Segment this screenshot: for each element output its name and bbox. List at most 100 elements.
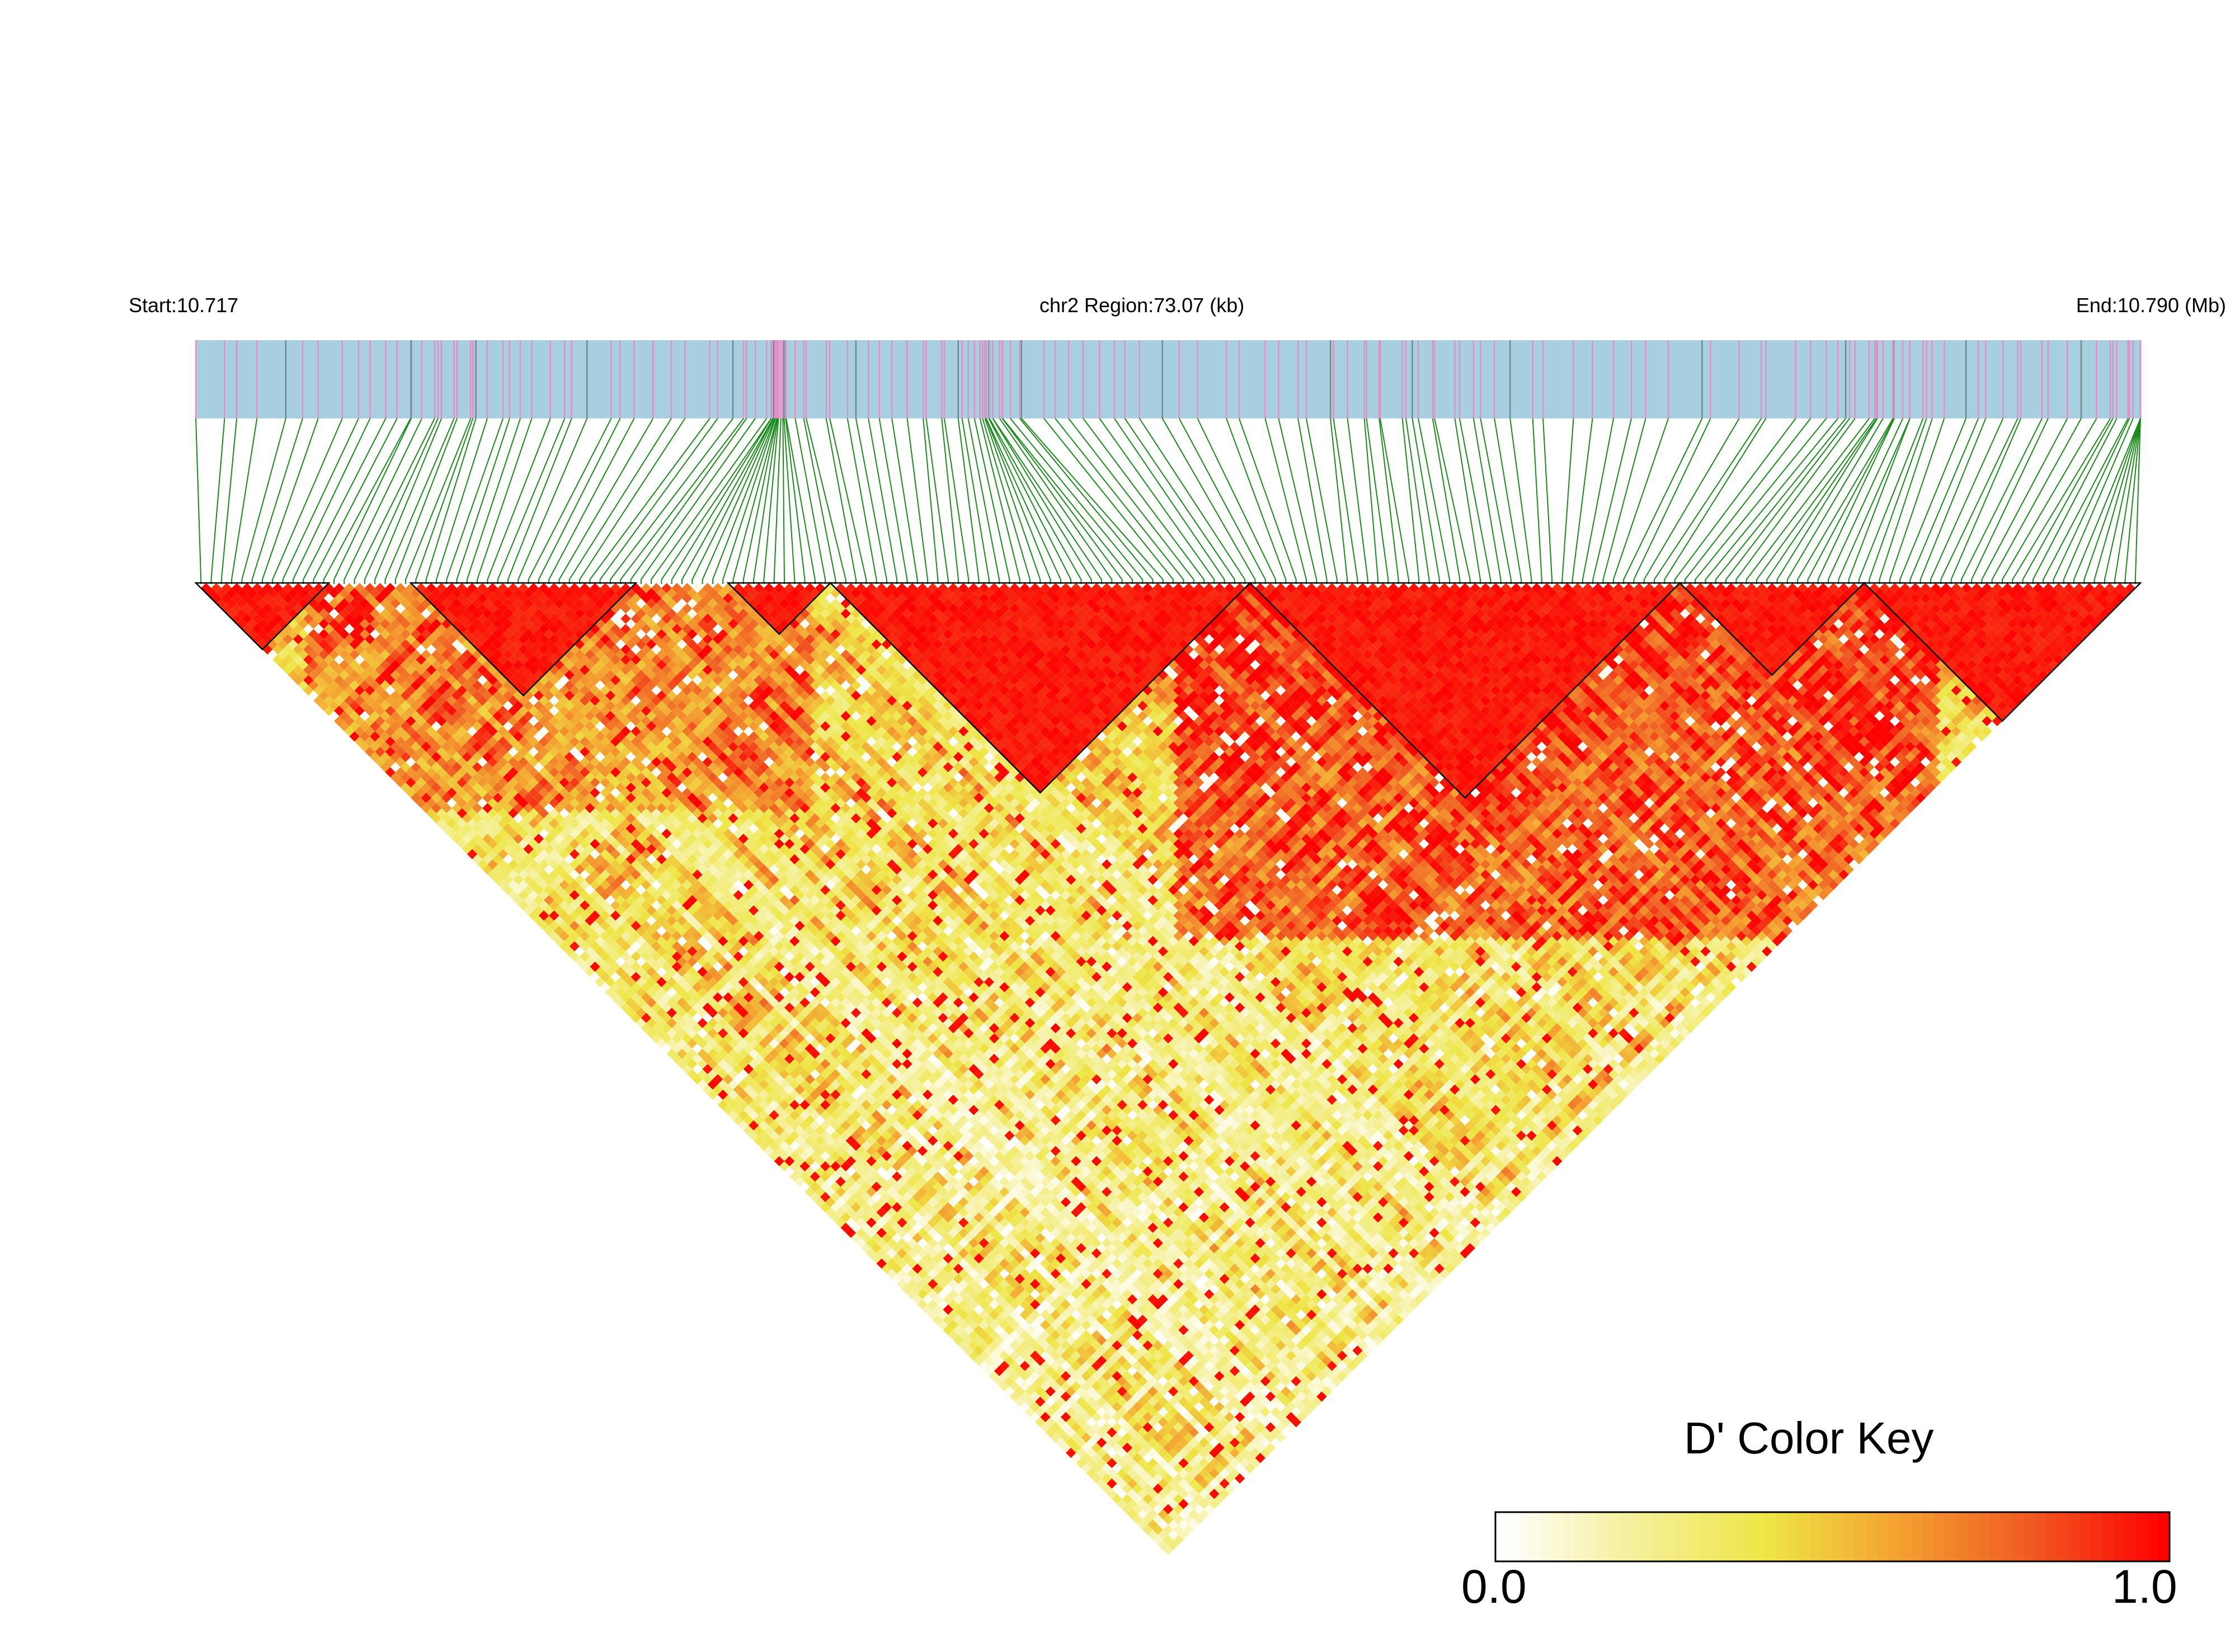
ld-cell-0-21 [303, 685, 314, 696]
ld-cell-2-26 [339, 700, 350, 711]
ld-cell-1-101 [718, 1089, 728, 1100]
ld-cell-0-20 [298, 680, 309, 691]
ld-cell-2-130 [871, 1232, 882, 1244]
ld-cell-2-120 [820, 1182, 831, 1192]
ld-cell-1-184 [1142, 1514, 1153, 1525]
ld-cell-2-49 [457, 818, 467, 829]
ld-cell-2-97 [702, 1063, 713, 1075]
ld-cell-2-23 [323, 685, 334, 696]
ld-cell-0-177 [1102, 1483, 1112, 1494]
ld-cell-0-51 [457, 839, 467, 849]
ld-cell-2-153 [989, 1350, 1000, 1361]
ld-cell-1-19 [298, 670, 309, 680]
ld-cell-2-5 [232, 593, 242, 604]
ld-cell-0-109 [754, 1135, 764, 1146]
ld-cell-2-19 [303, 665, 314, 675]
snp-connector-57 [782, 418, 785, 584]
ld-cell-1-110 [764, 1135, 774, 1146]
ld-cell-1-56 [487, 859, 498, 870]
ld-cell-0-167 [1050, 1432, 1061, 1443]
ld-cell-2-119 [815, 1176, 826, 1187]
ld-cell-1-68 [549, 920, 559, 931]
ld-cell-1-4 [221, 593, 232, 604]
ld-cell-0-142 [922, 1304, 933, 1315]
snp-connector-129 [1494, 418, 1522, 584]
ld-cell-0-156 [994, 1376, 1005, 1387]
ld-cell-2-52 [472, 834, 483, 844]
ld-cell-2-85 [641, 1003, 652, 1013]
ld-cell-0-187 [1152, 1535, 1163, 1545]
ld-cell-1-179 [1117, 1489, 1127, 1499]
ld-cell-2-121 [825, 1187, 836, 1197]
ld-cell-2-109 [764, 1125, 774, 1136]
ld-cell-0-34 [370, 751, 380, 763]
ld-cell-1-71 [564, 936, 575, 947]
ld-cell-1-42 [416, 787, 426, 798]
ld-cell-1-87 [646, 1018, 657, 1028]
ld-cell-0-131 [866, 1248, 877, 1259]
snp-connector-122 [1418, 418, 1451, 584]
ld-cell-1-175 [1096, 1468, 1107, 1479]
snp-connector-11 [313, 418, 398, 584]
snp-connector-10 [303, 418, 387, 584]
ld-cell-2-7 [242, 603, 252, 614]
ld-cell-0-18 [288, 670, 298, 680]
ld-cell-2-148 [963, 1325, 974, 1335]
snp-connector-98 [1083, 418, 1205, 584]
ld-cell-0-96 [687, 1069, 698, 1080]
ld-cell-1-95 [687, 1058, 698, 1069]
snp-connector-20 [405, 418, 472, 584]
ld-cell-2-150 [973, 1335, 984, 1345]
snp-connector-14 [344, 418, 422, 584]
ld-cell-1-147 [953, 1325, 964, 1335]
ld-cell-0-83 [620, 1003, 631, 1013]
ld-cell-0-43 [416, 798, 426, 808]
snp-connector-82 [984, 418, 1041, 584]
ld-cell-2-112 [779, 1141, 790, 1151]
ld-cell-0-91 [661, 1043, 672, 1054]
snp-connector-7 [272, 418, 343, 584]
snp-connector-37 [579, 418, 686, 584]
ld-cell-0-8 [237, 619, 247, 629]
ld-cell-1-54 [477, 849, 488, 859]
ld-cell-1-163 [1035, 1406, 1046, 1418]
ld-cell-1-17 [288, 660, 298, 670]
ld-cell-2-146 [953, 1315, 964, 1325]
ld-cell-2-30 [359, 721, 370, 732]
ld-cell-2-88 [656, 1018, 667, 1028]
ld-cell-1-30 [354, 726, 365, 737]
ld-cell-0-93 [671, 1053, 682, 1064]
ld-cell-1-8 [242, 613, 252, 624]
ld-cell-2-159 [1019, 1381, 1031, 1392]
ld-cell-0-45 [426, 808, 436, 818]
snp-connector-164 [1879, 418, 1933, 584]
ld-cell-0-33 [364, 746, 375, 757]
ld-cell-2-63 [528, 889, 539, 901]
ld-cell-2-53 [477, 839, 488, 849]
ld-cell-1-134 [886, 1258, 897, 1269]
ld-cell-0-25 [323, 705, 334, 716]
ld-cell-0-135 [886, 1268, 897, 1279]
ld-cell-0-139 [907, 1289, 917, 1300]
snp-connector-61 [794, 418, 826, 584]
ld-cell-0-157 [999, 1381, 1010, 1392]
snp-connector-144 [1674, 418, 1796, 584]
ld-cell-2-51 [467, 829, 478, 839]
ld-cell-0-85 [630, 1013, 641, 1023]
ld-cell-0-175 [1091, 1473, 1102, 1484]
ld-cell-2-76 [595, 956, 605, 967]
snp-connector-89 [999, 418, 1113, 584]
ld-heatmap-cells [201, 583, 2135, 1555]
ld-cell-0-42 [411, 793, 421, 803]
ld-cell-1-149 [963, 1335, 974, 1345]
ld-cell-0-173 [1081, 1463, 1091, 1474]
snp-connector-3 [231, 418, 258, 584]
ld-cell-0-38 [390, 772, 401, 783]
ld-cell-0-163 [1030, 1411, 1041, 1423]
ld-cell-2-93 [682, 1043, 693, 1054]
ld-cell-2-72 [574, 936, 585, 947]
ld-cell-1-137 [902, 1273, 912, 1284]
ld-cell-1-150 [968, 1340, 979, 1351]
snp-connector-100 [1114, 418, 1225, 584]
